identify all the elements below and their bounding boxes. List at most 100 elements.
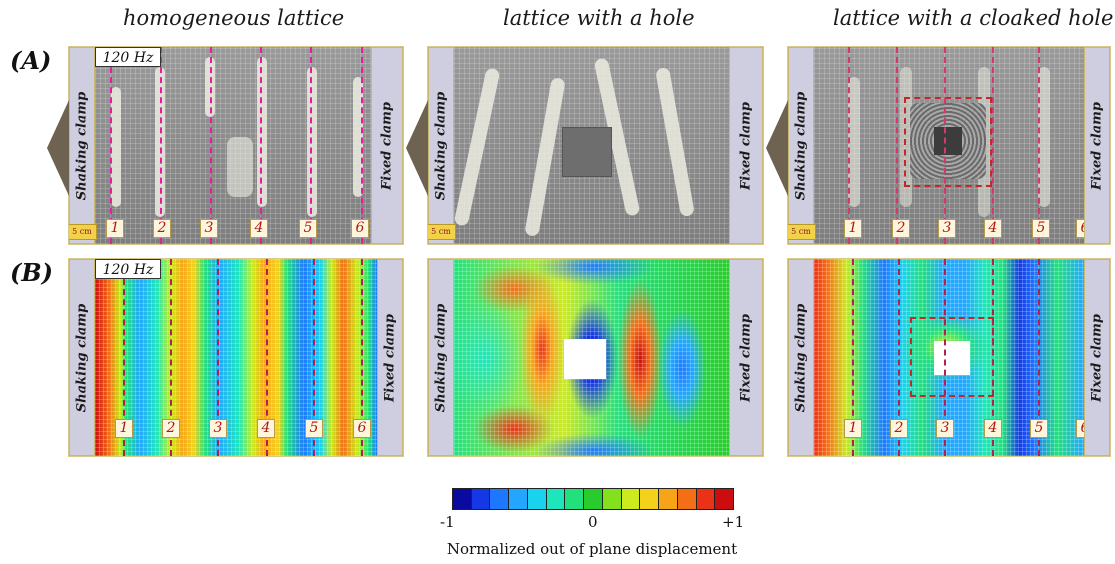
photo-homogeneous-lattice: Shaking clamp 1 2 3 4 5 6 120 Hz 5 cm Fi… xyxy=(68,46,404,245)
fixed-clamp: Fixed clamp xyxy=(377,259,403,456)
line-number-2: 2 xyxy=(890,419,908,438)
shaking-clamp-label: Shaking clamp xyxy=(793,303,809,412)
line-number-3: 3 xyxy=(209,419,227,438)
line-number-5: 5 xyxy=(1032,219,1050,238)
nodal-line-2 xyxy=(898,259,900,456)
fixed-clamp-label: Fixed clamp xyxy=(1089,101,1105,190)
line-number-4: 4 xyxy=(250,219,268,238)
lattice-hole xyxy=(562,127,612,177)
fixed-clamp-label: Fixed clamp xyxy=(382,313,398,402)
lattice-hole xyxy=(564,339,606,379)
powder-streak xyxy=(227,137,253,197)
nodal-line-1 xyxy=(123,259,125,456)
nodal-line-1 xyxy=(852,259,854,456)
colorbar-swatch xyxy=(659,489,678,509)
nodal-line-4 xyxy=(992,47,994,244)
fixed-clamp: Fixed clamp xyxy=(371,47,403,244)
colorbar-swatch xyxy=(677,489,697,509)
cloak-region-outline xyxy=(910,317,994,397)
nodal-line-6 xyxy=(361,259,363,456)
line-number-4: 4 xyxy=(257,419,275,438)
colorbar xyxy=(452,488,734,510)
fixed-clamp-label: Fixed clamp xyxy=(1089,313,1105,402)
colorbar-swatch xyxy=(696,489,716,509)
nodal-line-1 xyxy=(110,47,112,244)
line-number-2: 2 xyxy=(162,419,180,438)
row-label-b: (B) xyxy=(10,258,53,287)
nodal-line-4 xyxy=(266,259,268,456)
column-title-cloaked: lattice with a cloaked hole xyxy=(833,6,1114,30)
scale-bar: 5 cm xyxy=(428,224,456,240)
column-title-hole: lattice with a hole xyxy=(503,6,695,30)
colorbar-swatch xyxy=(471,489,491,509)
line-number-2: 2 xyxy=(153,219,171,238)
colorbar-swatch xyxy=(490,489,510,509)
shaking-clamp: Shaking clamp xyxy=(428,259,454,456)
displacement-field xyxy=(95,259,377,456)
shaker-head xyxy=(47,100,69,196)
colorbar-mid-label: 0 xyxy=(588,513,598,531)
powder-streak xyxy=(1038,67,1050,207)
shaking-clamp-label: Shaking clamp xyxy=(793,91,809,200)
colorbar-swatch xyxy=(453,489,472,509)
nodal-line-2 xyxy=(896,47,898,244)
field-homogeneous-lattice: Shaking clamp 1 2 3 4 5 6 120 Hz Fixed c… xyxy=(68,258,404,457)
powder-streak xyxy=(307,67,317,217)
shaking-clamp: Shaking clamp xyxy=(788,47,814,244)
nodal-line-4 xyxy=(260,47,262,244)
line-number-6: 6 xyxy=(353,419,371,438)
nodal-line-6 xyxy=(361,47,363,244)
line-number-3: 3 xyxy=(936,419,954,438)
shaking-clamp: Shaking clamp xyxy=(428,47,454,244)
fixed-clamp: Fixed clamp xyxy=(1084,47,1110,244)
nodal-line-2 xyxy=(160,47,162,244)
colorbar-swatch xyxy=(527,489,547,509)
nodal-line-3 xyxy=(944,47,946,244)
nodal-line-3 xyxy=(944,259,946,456)
cloak-region-outline xyxy=(904,97,992,187)
powder-streak xyxy=(353,77,363,197)
line-number-5: 5 xyxy=(299,219,317,238)
line-number-1: 1 xyxy=(106,219,124,238)
shaking-clamp: Shaking clamp xyxy=(69,47,95,244)
nodal-line-5 xyxy=(313,259,315,456)
nodal-line-1 xyxy=(848,47,850,244)
colorbar-swatch xyxy=(509,489,528,509)
nodal-line-2 xyxy=(170,259,172,456)
colorbar-swatch xyxy=(640,489,660,509)
line-number-4: 4 xyxy=(984,219,1002,238)
frequency-label: 120 Hz xyxy=(95,47,161,67)
nodal-line-5 xyxy=(1038,259,1040,456)
nodal-line-3 xyxy=(217,259,219,456)
colorbar-swatch xyxy=(715,489,734,509)
powder-streak xyxy=(900,67,912,207)
powder-streak xyxy=(848,77,860,207)
line-number-5: 5 xyxy=(305,419,323,438)
row-label-a: (A) xyxy=(10,46,52,75)
lattice-hole xyxy=(934,341,970,375)
field-lattice-with-hole: Shaking clamp Fixed clamp xyxy=(427,258,764,457)
shaking-clamp-label: Shaking clamp xyxy=(433,303,449,412)
fixed-clamp: Fixed clamp xyxy=(729,259,763,456)
line-number-1: 1 xyxy=(844,419,862,438)
line-number-6: 6 xyxy=(351,219,369,238)
line-number-3: 3 xyxy=(938,219,956,238)
colorbar-title: Normalized out of plane displacement xyxy=(446,540,738,558)
column-title-homogeneous: homogeneous lattice xyxy=(123,6,345,30)
shaking-clamp-label: Shaking clamp xyxy=(74,303,90,412)
field-lattice-with-cloaked-hole: Shaking clamp 1 2 3 4 5 6 Fixed clamp xyxy=(787,258,1111,457)
powder-streak xyxy=(111,87,121,207)
shaking-clamp-label: Shaking clamp xyxy=(433,91,449,200)
colorbar-swatch xyxy=(584,489,603,509)
shaking-clamp: Shaking clamp xyxy=(69,259,95,456)
line-number-1: 1 xyxy=(115,419,133,438)
nodal-line-5 xyxy=(1038,47,1040,244)
line-number-2: 2 xyxy=(892,219,910,238)
shaker-head xyxy=(406,100,428,196)
powder-streak xyxy=(257,57,267,207)
photo-lattice-with-cloaked-hole: Shaking clamp 1 2 3 4 5 6 5 cm Fixed cla… xyxy=(787,46,1111,245)
frequency-label: 120 Hz xyxy=(95,259,161,279)
colorbar-swatch xyxy=(546,489,566,509)
colorbar-swatch xyxy=(602,489,622,509)
lattice-hole xyxy=(934,127,962,155)
